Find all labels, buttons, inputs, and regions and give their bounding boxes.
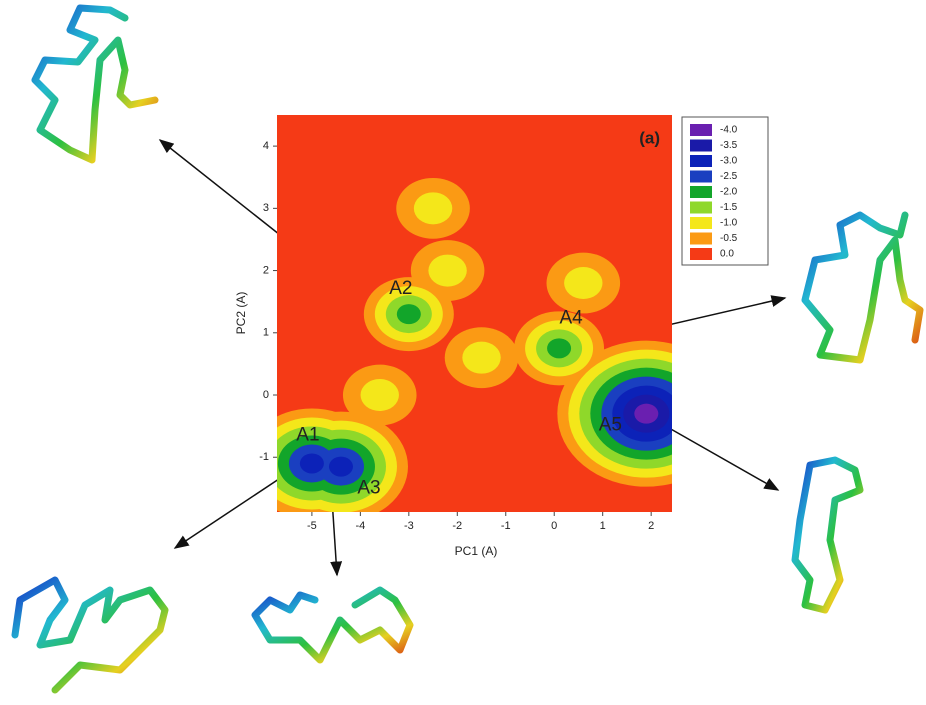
x-tick-label: -1 bbox=[501, 520, 511, 532]
legend-swatch bbox=[690, 186, 712, 198]
y-tick-label: 3 bbox=[263, 202, 269, 214]
energy-contour bbox=[361, 379, 399, 411]
energy-contour bbox=[547, 338, 571, 358]
legend-swatch bbox=[690, 233, 712, 245]
basin-label: A1 bbox=[296, 424, 319, 445]
energy-contour bbox=[397, 304, 421, 324]
y-tick-label: 4 bbox=[263, 140, 269, 152]
legend: -4.0 -3.5 -3.0 -2.5 -2.0 -1.5 -1.0 -0.5 0.0 bbox=[682, 117, 768, 265]
x-tick-label: -4 bbox=[355, 520, 365, 532]
legend-label: -1.0 bbox=[720, 218, 738, 229]
figure: PC1 (A) PC2 (A) A1 A2 A3 A4 A5 (a) -5 -4 -3 -2 -1 0… bbox=[0, 0, 926, 700]
energy-contour bbox=[428, 255, 466, 287]
legend-swatch bbox=[690, 155, 712, 167]
x-tick-label: 1 bbox=[600, 520, 606, 532]
legend-label: -3.0 bbox=[720, 156, 738, 167]
legend-swatch bbox=[690, 124, 712, 136]
basin-label: A4 bbox=[559, 307, 583, 328]
energy-contour bbox=[414, 192, 452, 224]
x-tick-label: 0 bbox=[551, 520, 557, 532]
legend-label: -1.5 bbox=[720, 202, 738, 213]
x-axis-label: PC1 (A) bbox=[455, 544, 498, 558]
x-tick-label: 2 bbox=[648, 520, 654, 532]
legend-swatch bbox=[690, 202, 712, 214]
energy-contour bbox=[462, 342, 500, 374]
x-tick-label: -2 bbox=[452, 520, 462, 532]
legend-label: -2.5 bbox=[720, 171, 738, 182]
energy-contour bbox=[634, 404, 658, 424]
legend-swatch bbox=[690, 171, 712, 183]
chart-title: (a) bbox=[639, 128, 660, 147]
x-tick-label: -5 bbox=[307, 520, 317, 532]
basin-label: A5 bbox=[599, 415, 622, 436]
basin-label: A2 bbox=[389, 278, 412, 299]
legend-label: -3.5 bbox=[720, 140, 738, 151]
legend-label: -4.0 bbox=[720, 125, 738, 136]
y-tick-label: 2 bbox=[263, 264, 269, 276]
y-axis-label: PC2 (A) bbox=[234, 292, 248, 335]
x-tick-label: -3 bbox=[404, 520, 414, 532]
y-tick-label: 1 bbox=[263, 327, 269, 339]
legend-swatch bbox=[690, 140, 712, 152]
plot-area: A1 A2 A3 A4 A5 (a) bbox=[245, 115, 735, 522]
legend-label: 0.0 bbox=[720, 249, 734, 260]
energy-contour bbox=[300, 453, 324, 473]
basin-label: A3 bbox=[357, 478, 380, 499]
energy-contour bbox=[564, 267, 602, 299]
legend-label: -2.0 bbox=[720, 187, 738, 198]
legend-label: -0.5 bbox=[720, 233, 738, 244]
y-tick-label: 0 bbox=[263, 389, 269, 401]
legend-swatch bbox=[690, 217, 712, 229]
y-tick-label: -1 bbox=[259, 451, 269, 463]
energy-contour bbox=[329, 457, 353, 477]
legend-swatch bbox=[690, 248, 712, 260]
